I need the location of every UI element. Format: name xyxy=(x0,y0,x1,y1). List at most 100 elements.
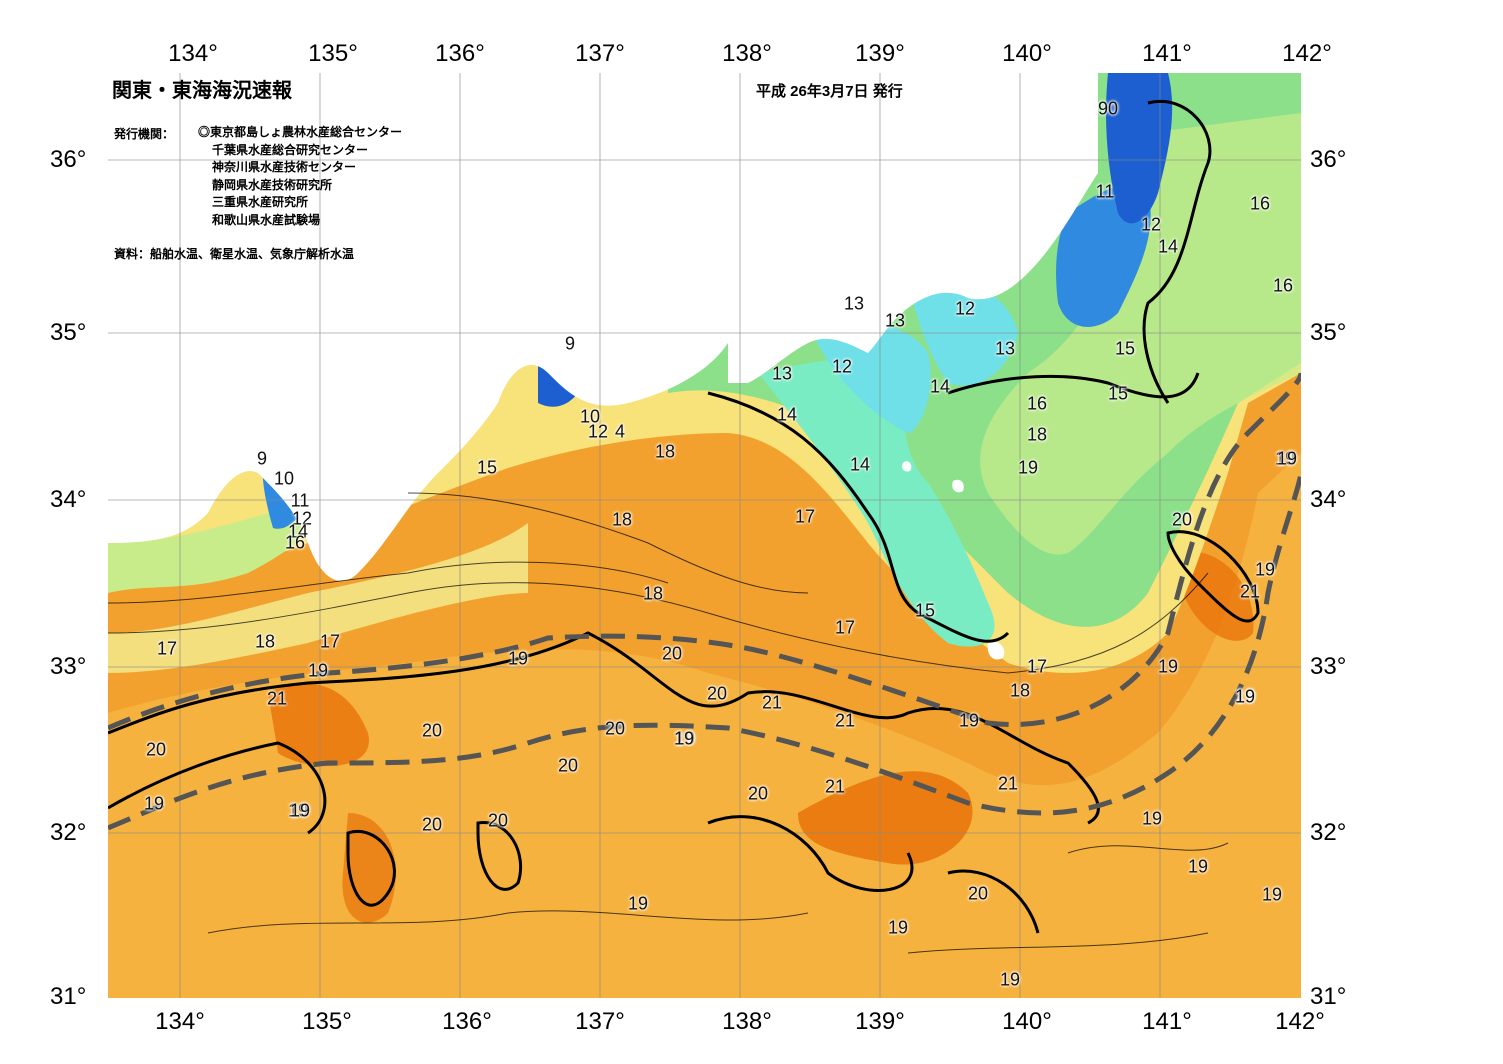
isotherm-15-izu xyxy=(707,391,1010,643)
land-hachijo xyxy=(987,641,1005,660)
iso-label: 19 xyxy=(287,800,309,821)
warm-core-southwest xyxy=(342,813,396,923)
kuroshio-axis xyxy=(108,372,1301,831)
iso-label: 14 xyxy=(849,454,871,475)
lon-label-134-bottom: 134° xyxy=(155,1008,205,1035)
sea-temperature-map-canvas xyxy=(108,73,1301,998)
issue-date: 平成 26年3月7日 発行 xyxy=(756,83,903,100)
iso-label: 19 xyxy=(1017,457,1039,478)
iso-label: 10 xyxy=(273,468,295,489)
iso-label: 19 xyxy=(999,969,1021,990)
iso-label: 12 xyxy=(954,298,976,319)
cyan-zone-sagami xyxy=(808,319,931,433)
iso-label: 9 xyxy=(564,333,576,354)
iso-label: 20 xyxy=(747,783,769,804)
lon-label-135-bottom: 135° xyxy=(302,1008,352,1035)
iso-label: 12 xyxy=(587,421,609,442)
isotherm-20-south3 xyxy=(707,815,914,892)
land-oshima xyxy=(902,461,912,472)
warm-core-east xyxy=(1178,551,1254,641)
iso-label: 18 xyxy=(1026,424,1048,445)
iso-label: 19 xyxy=(958,710,980,731)
iso-label: 17 xyxy=(156,638,178,659)
isotherm-20-west xyxy=(108,741,327,835)
issuer-item: 静岡県水産技術研究所 xyxy=(212,177,333,192)
iso-label: 11 xyxy=(290,490,310,511)
warm-core-central xyxy=(798,771,973,865)
lon-label-140-top: 140° xyxy=(1002,40,1052,67)
lat-label-33-left: 33° xyxy=(50,653,87,680)
lat-label-35-left: 35° xyxy=(50,319,87,346)
lat-label-35-right: 35° xyxy=(1310,319,1347,346)
iso-label: 14 xyxy=(287,521,309,542)
iso-label: 20 xyxy=(145,739,167,760)
iso-label: 19 xyxy=(1276,448,1298,469)
isotherm-15-north xyxy=(1142,100,1212,404)
iso-label: 19 xyxy=(1234,686,1256,707)
issuer-list: ◎東京都島しょ農林水産総合センター 千葉県水産総合研究センター 神奈川県水産技術… xyxy=(198,124,402,229)
lon-label-142-top: 142° xyxy=(1282,40,1332,67)
iso-label: 17 xyxy=(1026,656,1048,677)
issuer-label: 発行機関： xyxy=(114,127,175,141)
iso-label: 19 xyxy=(289,800,311,821)
iso-label: 15 xyxy=(1107,383,1129,404)
iso-label: 17 xyxy=(834,617,856,638)
lat-label-36-left: 36° xyxy=(50,146,87,173)
iso-label: 12 xyxy=(1140,214,1162,235)
lon-label-138-top: 138° xyxy=(722,40,772,67)
iso-label: 20 xyxy=(604,718,626,739)
lon-label-142-bottom: 142° xyxy=(1275,1008,1325,1035)
iso-label: 18 xyxy=(642,583,664,604)
issuer-item: 千葉県水産総合研究センター xyxy=(212,142,369,157)
green-strip-kii xyxy=(108,503,308,593)
iso-label: 18 xyxy=(254,631,276,652)
lat-label-31-right: 31° xyxy=(1310,983,1347,1010)
iso-label: 21 xyxy=(761,692,783,713)
lon-label-135-top: 135° xyxy=(308,40,358,67)
iso-label: 13 xyxy=(843,293,865,314)
iso-label: 21 xyxy=(1239,581,1261,602)
lat-label-36-right: 36° xyxy=(1310,146,1347,173)
isotherm-15-boso xyxy=(947,372,1200,399)
lon-label-137-top: 137° xyxy=(575,40,625,67)
green-zone-northeast xyxy=(980,113,1301,555)
land-honshu-central xyxy=(728,73,1098,383)
iso-label: 19 xyxy=(627,893,649,914)
iso-label: 19 xyxy=(1261,884,1283,905)
lat-label-32-left: 32° xyxy=(50,819,87,846)
lat-label-34-right: 34° xyxy=(1310,486,1347,513)
issuer-item: 三重県水産研究所 xyxy=(212,195,309,209)
land-awaji xyxy=(306,398,343,435)
lat-label-31-left: 31° xyxy=(50,983,87,1010)
iso-label: 20 xyxy=(487,810,509,831)
land-miyake xyxy=(952,479,964,493)
lon-label-141-bottom: 141° xyxy=(1142,1008,1192,1035)
lat-label-34-left: 34° xyxy=(50,486,87,513)
sea-temperature-map: 90 11 12 14 16 16 13 13 12 13 15 15 14 1… xyxy=(108,73,1301,998)
land-honshu-west xyxy=(108,73,728,582)
iso-label: 19 xyxy=(1234,686,1256,707)
issuer-item: ◎東京都島しょ農林水産総合センター xyxy=(198,125,403,139)
iso-label: 12 xyxy=(831,356,853,377)
iso-label: 17 xyxy=(794,506,816,527)
lon-label-136-top: 136° xyxy=(435,40,485,67)
report-header: 関東・東海海況速報 xyxy=(112,78,292,104)
iso-label: 19 xyxy=(674,728,696,749)
lon-label-136-bottom: 136° xyxy=(442,1008,492,1035)
iso-label: 11 xyxy=(1095,181,1115,202)
isotherm-20-south2 xyxy=(476,821,523,891)
iso-label: 19 xyxy=(673,728,695,749)
iso-label: 4 xyxy=(614,421,626,442)
issuer-item: 和歌山県水産試験場 xyxy=(212,212,321,227)
iso-label: 14 xyxy=(776,404,798,425)
iso-label: 20 xyxy=(967,883,989,904)
pale-yellow-strip xyxy=(108,523,528,673)
lon-label-139-top: 139° xyxy=(855,40,905,67)
iso-label: 20 xyxy=(706,683,728,704)
iso-label: 17 xyxy=(319,631,341,652)
iso-label: 19 xyxy=(1254,559,1276,580)
iso-label: 21 xyxy=(824,776,846,797)
iso-label: 19 xyxy=(1157,656,1179,677)
iso-label: 18 xyxy=(654,441,676,462)
deep-blue-zone-kashima xyxy=(1106,73,1173,224)
